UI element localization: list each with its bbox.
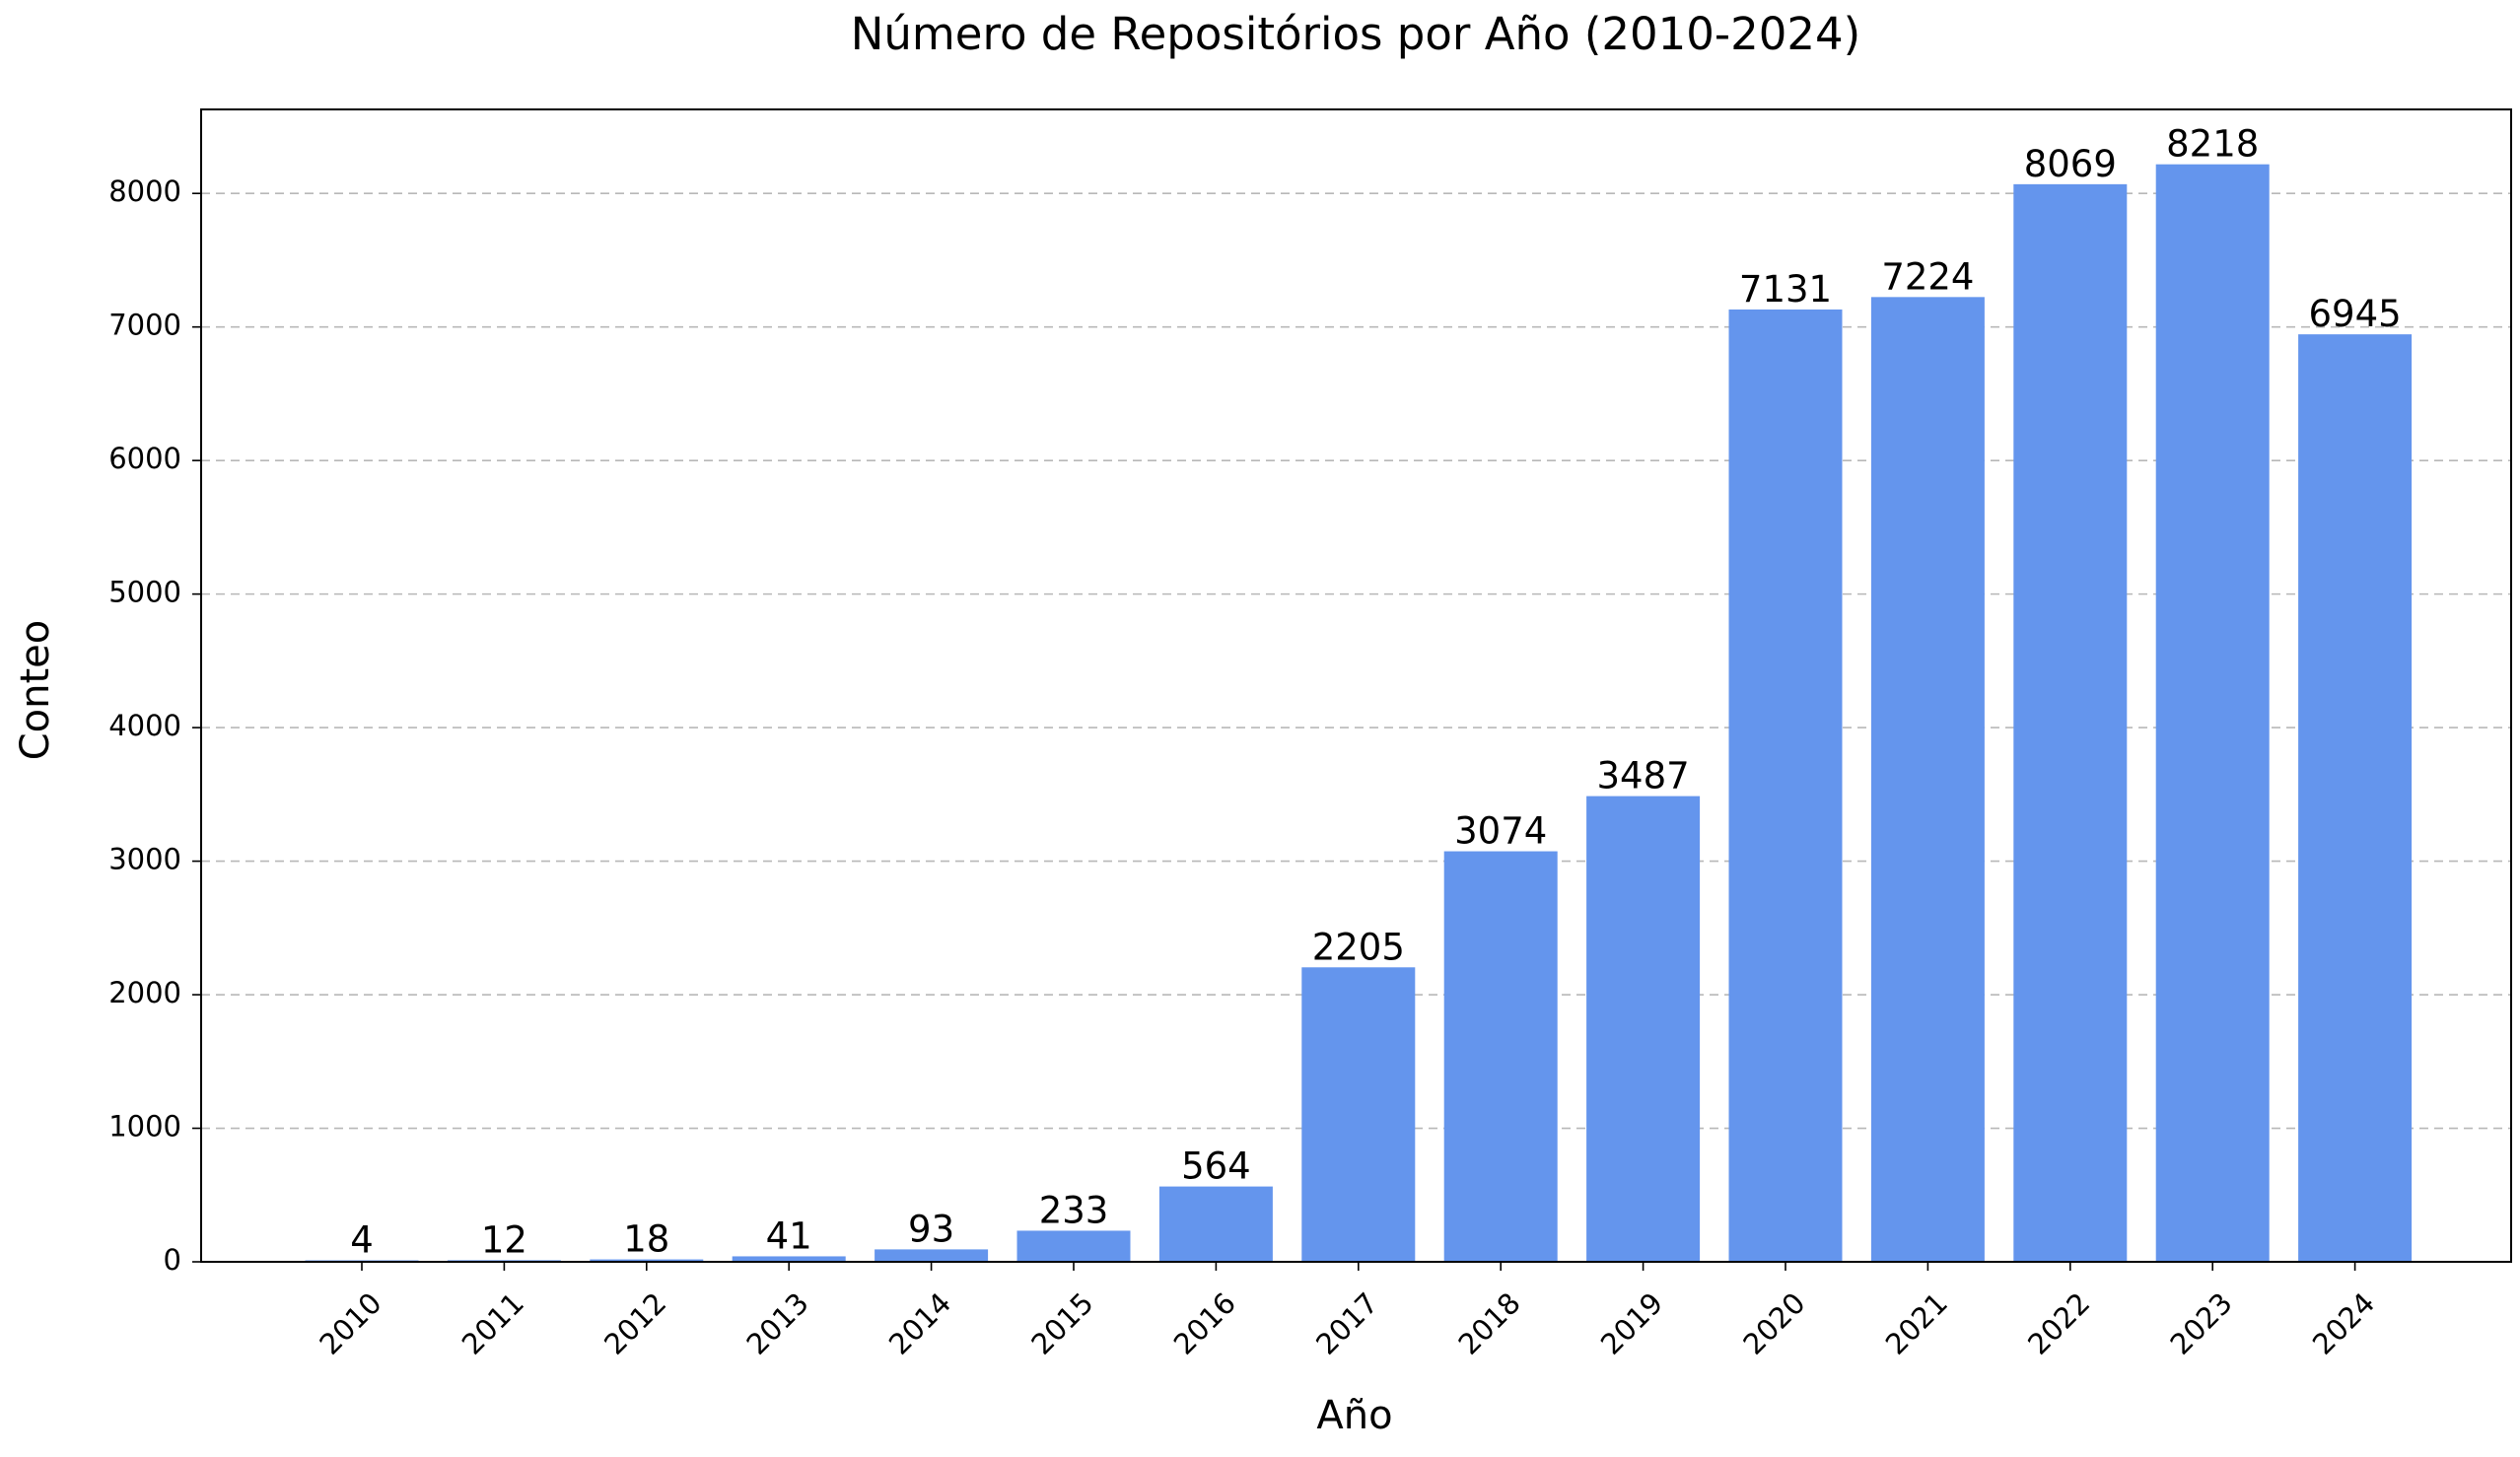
bar bbox=[2155, 164, 2270, 1262]
y-tick-label: 1000 bbox=[108, 1110, 181, 1144]
bar bbox=[875, 1249, 989, 1262]
bars bbox=[305, 164, 2413, 1263]
bar bbox=[590, 1259, 704, 1262]
data-label: 41 bbox=[766, 1214, 812, 1257]
data-label: 4 bbox=[350, 1219, 374, 1262]
bar bbox=[2013, 183, 2128, 1262]
y-tick-label: 8000 bbox=[108, 174, 181, 208]
data-label: 6945 bbox=[2309, 293, 2402, 335]
y-tick-label: 2000 bbox=[108, 976, 181, 1009]
y-tick-label: 5000 bbox=[108, 576, 181, 609]
chart-title: Número de Repositórios por Año (2010-202… bbox=[851, 8, 1860, 60]
bar bbox=[1443, 851, 1558, 1262]
bar bbox=[1158, 1186, 1273, 1262]
bar bbox=[1728, 309, 1843, 1262]
data-label: 12 bbox=[481, 1218, 527, 1261]
data-label: 93 bbox=[908, 1208, 954, 1250]
data-label: 233 bbox=[1039, 1189, 1109, 1231]
data-label: 3487 bbox=[1597, 755, 1690, 798]
y-tick-label: 6000 bbox=[108, 442, 181, 475]
data-labels: 4 12 18 41 93 233 564 2205 3074 3487 7131 7224 8069 8… bbox=[350, 123, 2401, 1262]
bar bbox=[732, 1256, 846, 1262]
y-tick-label: 4000 bbox=[108, 709, 181, 742]
data-label: 8069 bbox=[2024, 143, 2117, 185]
y-tick-label: 3000 bbox=[108, 843, 181, 876]
bar bbox=[1016, 1230, 1131, 1262]
y-axis: 0 1000 2000 3000 4000 5000 6000 7000 8000 bbox=[108, 174, 201, 1277]
bar bbox=[1870, 297, 1985, 1263]
data-label: 8218 bbox=[2166, 123, 2259, 166]
plot-area-frame bbox=[200, 108, 2512, 1263]
data-label: 18 bbox=[623, 1218, 669, 1261]
y-axis-label: Conteo bbox=[13, 620, 58, 761]
data-label: 2205 bbox=[1312, 926, 1405, 968]
y-tick-label: 0 bbox=[164, 1243, 181, 1277]
x-axis-label: Año bbox=[1316, 1393, 1392, 1438]
bar bbox=[2298, 334, 2413, 1262]
data-label: 7131 bbox=[1739, 268, 1832, 311]
bar bbox=[1586, 796, 1701, 1262]
data-label: 3074 bbox=[1454, 810, 1547, 853]
data-label: 564 bbox=[1181, 1145, 1251, 1188]
data-label: 7224 bbox=[1881, 255, 1974, 298]
bar bbox=[1301, 967, 1416, 1262]
y-tick-label: 7000 bbox=[108, 309, 181, 342]
